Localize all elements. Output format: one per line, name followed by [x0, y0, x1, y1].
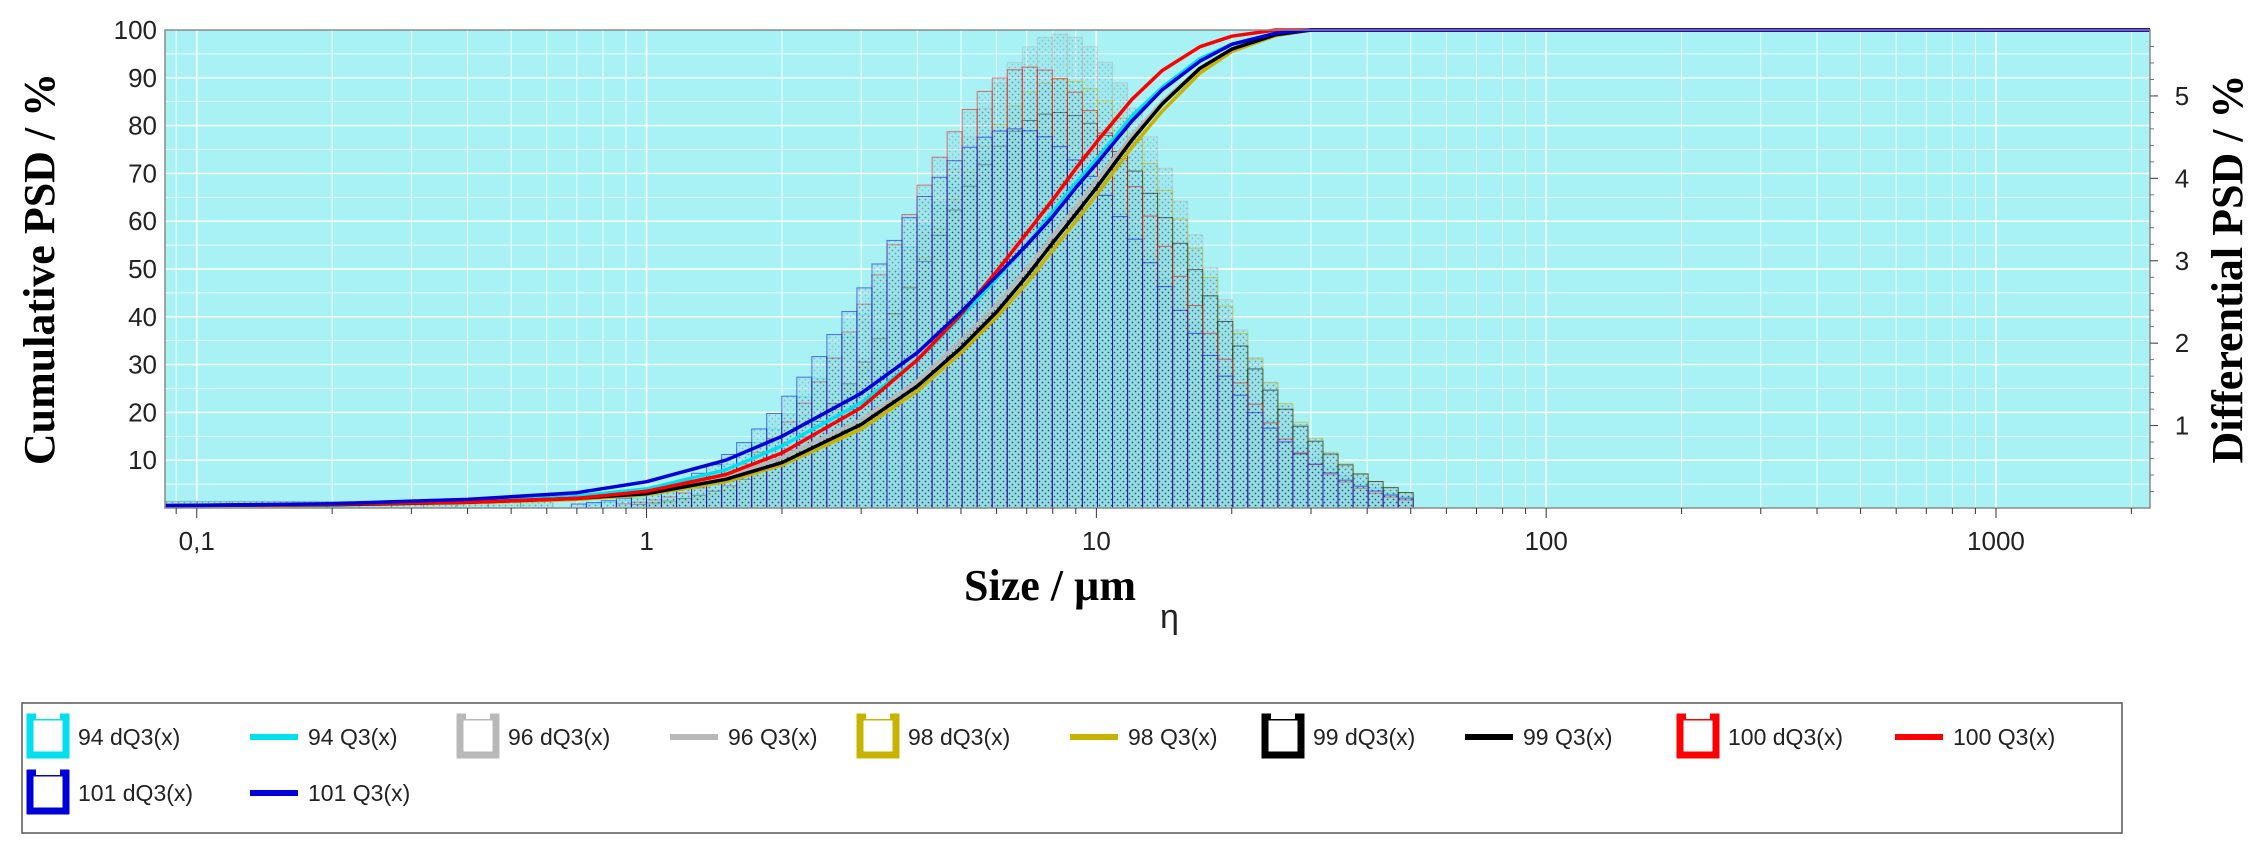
- y-tick-label: 20: [128, 397, 157, 427]
- y-tick-label: 60: [128, 206, 157, 236]
- legend-label: 94 Q3(x): [308, 724, 397, 750]
- x-tick-label: 1000: [1967, 526, 2025, 556]
- legend-swatch-bar: [26, 713, 70, 759]
- histogram-bar: [1337, 479, 1354, 509]
- legend-label: 94 dQ3(x): [78, 724, 180, 750]
- legend-swatch-bar: [1261, 713, 1305, 759]
- y2-axis-title: Differential PSD / %: [2203, 74, 2252, 463]
- cumulative-line: [164, 28, 2150, 508]
- histogram-bar: [1021, 130, 1038, 509]
- legend-label: 101 dQ3(x): [78, 780, 193, 806]
- histogram-bar: [1262, 427, 1279, 509]
- histogram-bar: [1187, 332, 1204, 509]
- legend-label: 99 Q3(x): [1523, 724, 1612, 750]
- x-tick-label: 0,1: [179, 526, 215, 556]
- x-axis-title: Size / µm: [964, 561, 1136, 610]
- x-tick-label: 10: [1082, 526, 1111, 556]
- y-axis-title: Cumulative PSD / %: [15, 73, 64, 465]
- y-tick-label: 40: [128, 302, 157, 332]
- y-tick-label: 80: [128, 111, 157, 141]
- y-tick-label: 70: [128, 158, 157, 188]
- legend-label: 100 dQ3(x): [1728, 724, 1843, 750]
- histogram-bar: [1232, 394, 1249, 509]
- y-tick-label: 100: [114, 15, 157, 45]
- y-axis-ticks: 10 20 30 40 50 60 70 80 90 100: [114, 15, 157, 475]
- histogram-bar: [1081, 175, 1098, 509]
- legend-label: 96 dQ3(x): [508, 724, 610, 750]
- plot-frame: [164, 29, 2151, 509]
- x-axis-ticks: 0,1 1 10 100 1000: [175, 508, 2132, 556]
- y2-tick-label: 4: [2175, 163, 2189, 193]
- legend-label: 98 Q3(x): [1128, 724, 1217, 750]
- histogram-bar: [1292, 453, 1309, 509]
- histogram-bar: [1217, 375, 1234, 509]
- histogram-bar: [1307, 463, 1324, 509]
- histogram-bar: [615, 497, 632, 509]
- histogram-bar: [1036, 136, 1053, 509]
- y2-axis-ticks: 1 2 3 4 5: [2150, 46, 2189, 492]
- histogram-bar: [1322, 472, 1339, 509]
- y2-tick-label: 3: [2175, 246, 2189, 276]
- y2-tick-label: 1: [2175, 411, 2189, 441]
- histogram-bar: [1247, 412, 1264, 509]
- legend-label: 98 dQ3(x): [908, 724, 1010, 750]
- histogram-bar: [1112, 216, 1129, 509]
- histogram-bar: [1367, 490, 1384, 509]
- histogram-bar: [1142, 262, 1159, 509]
- legend: 94 dQ3(x) 94 Q3(x) 96 dQ3(x) 96 Q3(x) 98 dQ3…: [26, 713, 2055, 815]
- legend-label: 100 Q3(x): [1953, 724, 2055, 750]
- legend-swatch-bar: [856, 713, 900, 759]
- legend-label: 96 Q3(x): [728, 724, 817, 750]
- y-tick-label: 90: [128, 63, 157, 93]
- histogram-bar: [1006, 128, 1023, 509]
- x-tick-label: 100: [1524, 526, 1567, 556]
- y-tick-label: 30: [128, 350, 157, 380]
- legend-box: [21, 702, 2123, 834]
- histogram-bar: [1157, 286, 1174, 509]
- histogram-bar: [600, 500, 617, 509]
- histogram-bar: [1127, 238, 1144, 509]
- y2-tick-label: 2: [2175, 328, 2189, 358]
- histogram-bar: [1202, 354, 1219, 509]
- histogram-bar: [1172, 309, 1189, 509]
- x-tick-label: 1: [639, 526, 653, 556]
- histogram-bar: [585, 502, 602, 509]
- histogram-bar: [946, 160, 963, 509]
- histogram-bar: [1382, 494, 1399, 509]
- y-tick-label: 10: [128, 445, 157, 475]
- cumulative-curves: [164, 28, 2150, 508]
- histogram-bar: [1397, 497, 1414, 509]
- y2-tick-label: 5: [2175, 81, 2189, 111]
- legend-label: 99 dQ3(x): [1313, 724, 1415, 750]
- cumulative-line: [164, 28, 2150, 508]
- x-axis-title-suffix: η: [1160, 598, 1179, 636]
- legend-label: 101 Q3(x): [308, 780, 410, 806]
- legend-swatch-bar: [26, 769, 70, 815]
- y-tick-label: 50: [128, 254, 157, 284]
- histogram-bar: [1352, 485, 1369, 509]
- histogram-bar: [1277, 441, 1294, 509]
- legend-swatch-bar: [1676, 713, 1720, 759]
- histogram-bar: [1096, 194, 1114, 509]
- legend-swatch-bar: [456, 713, 500, 759]
